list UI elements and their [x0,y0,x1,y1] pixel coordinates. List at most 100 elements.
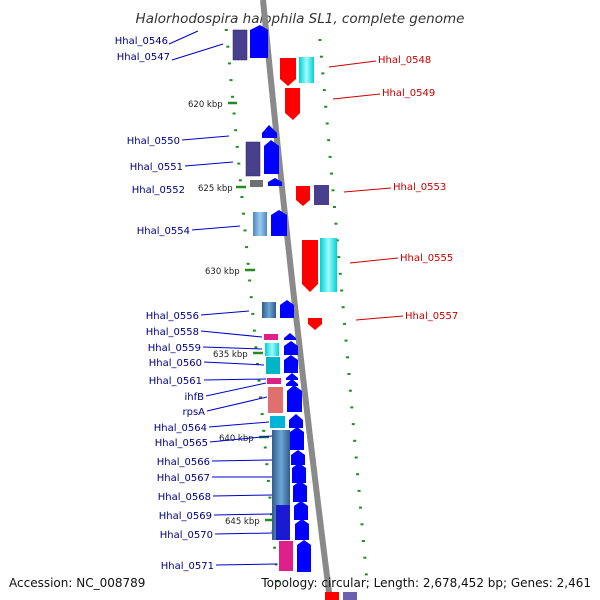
gene-feature[interactable] [325,592,339,600]
leader-line [211,459,273,462]
leader-line [349,257,399,264]
scale-label-645: 645 kbp [225,517,260,527]
gene-label[interactable]: Hhal_0567 [157,473,210,484]
leader-line [203,361,265,366]
gene-label[interactable]: Hhal_0552 [132,185,185,196]
gene-label[interactable]: Hhal_0569 [159,511,212,522]
leader-line [212,494,273,497]
gene-feature[interactable] [284,355,298,373]
gene-feature[interactable] [284,333,296,340]
gene-feature[interactable] [280,58,296,86]
gene-label[interactable]: Hhal_0549 [382,88,435,99]
gene-feature[interactable] [299,57,314,83]
gene-label[interactable]: Hhal_0560 [149,358,202,369]
gene-label[interactable]: Hhal_0550 [127,136,180,147]
gene-label[interactable]: Hhal_0554 [137,226,190,237]
scale-label-635: 635 kbp [213,350,248,360]
gene-feature[interactable] [285,88,300,120]
gene-label[interactable]: ihfB [185,392,205,403]
gene-feature[interactable] [253,212,267,236]
leader-line [191,225,241,231]
gene-label[interactable]: Hhal_0571 [161,561,214,572]
leader-line [184,161,234,167]
leader-line [214,532,273,535]
gene-label[interactable]: Hhal_0566 [157,457,210,468]
gene-feature[interactable] [268,178,282,186]
gene-label[interactable]: Hhal_0551 [130,162,183,173]
gene-feature[interactable] [280,300,294,318]
gene-feature[interactable] [262,302,276,318]
gene-feature[interactable] [270,416,285,428]
gene-feature[interactable] [279,541,293,571]
gene-feature[interactable] [250,25,268,58]
accession-text: Accession: NC_008789 [9,576,145,590]
gene-label[interactable]: Hhal_0558 [146,327,199,338]
leader-line [202,346,263,350]
leader-line [200,330,263,338]
gene-label[interactable]: Hhal_0555 [400,253,453,264]
gene-feature[interactable] [262,125,277,138]
gene-feature[interactable] [289,414,303,428]
gene-feature[interactable] [287,385,302,412]
gene-feature[interactable] [265,343,279,356]
map-title: Halorhodospira halophila SL1, complete g… [136,11,465,27]
gene-label[interactable]: Hhal_0568 [158,492,211,503]
tick-track [224,29,368,583]
gene-label[interactable]: Hhal_0570 [160,530,213,541]
gene-feature[interactable] [343,592,357,600]
gene-feature[interactable] [302,240,318,292]
gene-label[interactable]: Hhal_0565 [155,438,208,449]
leader-line [200,310,250,316]
gene-feature[interactable] [271,210,287,236]
gene-feature[interactable] [245,141,261,177]
gene-feature[interactable] [296,186,310,206]
gene-feature[interactable] [264,334,278,340]
leader-line [355,315,404,321]
gene-feature[interactable] [264,140,279,174]
gene-label[interactable]: Hhal_0547 [117,52,170,63]
gene-feature[interactable] [268,387,283,413]
gene-label[interactable]: Hhal_0548 [378,55,431,66]
gene-feature[interactable] [291,450,305,465]
gene-feature[interactable] [294,501,308,520]
gene-feature[interactable] [293,481,307,502]
gene-feature[interactable] [284,341,298,355]
gene-feature[interactable] [308,318,322,330]
gene-label[interactable]: Hhal_0564 [154,423,207,434]
gene-feature[interactable] [314,185,329,205]
gene-feature[interactable] [295,519,309,540]
leader-line [213,513,273,516]
gene-feature[interactable] [292,463,306,483]
gene-feature[interactable] [266,357,280,374]
leader-line [215,563,278,566]
gene-label[interactable]: Hhal_0556 [146,311,199,322]
gene-feature[interactable] [320,238,337,292]
gene-feature[interactable] [290,427,304,450]
leader-line [171,43,224,61]
gene-feature[interactable] [297,540,311,572]
topology-stats-text: Topology: circular; Length: 2,678,452 bp… [260,576,591,590]
gene-feature[interactable] [286,379,298,386]
gene-feature[interactable] [232,29,248,61]
gene-feature[interactable] [267,378,281,384]
leader-line [205,382,267,397]
gene-feature[interactable] [250,180,263,187]
left-labels: Hhal_0546 Hhal_0547 Hhal_0550 Hhal_0551 … [115,30,278,572]
gene-label[interactable]: rpsA [182,407,205,418]
gene-feature[interactable] [286,373,298,380]
gene-label[interactable]: Hhal_0553 [393,182,446,193]
scale-label-625: 625 kbp [198,184,233,194]
gene-feature[interactable] [276,505,290,540]
leader-line [343,187,392,193]
gene-label[interactable]: Hhal_0559 [148,343,201,354]
gene-label[interactable]: Hhal_0561 [149,376,202,387]
gene-label[interactable]: Hhal_0546 [115,36,168,47]
gene-label[interactable]: Hhal_0557 [405,311,458,322]
genome-backbone [260,0,333,600]
leader-line [206,396,268,412]
left-features [232,25,311,572]
right-features [280,57,357,600]
scale-label-620: 620 kbp [188,100,223,110]
leader-line [181,135,230,141]
